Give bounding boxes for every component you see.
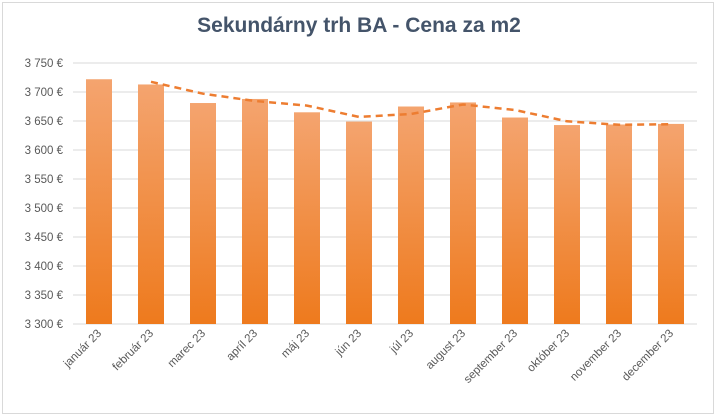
y-tick-label: 3 550 € xyxy=(25,174,64,186)
bar xyxy=(138,84,164,325)
y-tick-label: 3 650 € xyxy=(25,116,64,128)
y-tick-label: 3 300 € xyxy=(25,319,64,331)
y-tick-label: 3 400 € xyxy=(25,261,64,273)
y-tick-label: 3 350 € xyxy=(25,290,64,302)
trendline-group xyxy=(150,80,672,127)
gridlines xyxy=(73,62,697,325)
bar xyxy=(502,117,528,325)
bar xyxy=(294,112,320,324)
bar xyxy=(86,79,112,325)
bar xyxy=(554,125,580,324)
bar xyxy=(450,102,476,324)
x-tick-label: marec 23 xyxy=(166,328,208,370)
x-tick-label: september 23 xyxy=(462,328,520,386)
x-tick-label: november 23 xyxy=(568,328,624,384)
bar xyxy=(346,121,372,324)
chart-title: Sekundárny trh BA - Cena za m2 xyxy=(197,14,521,37)
y-tick-label: 3 500 € xyxy=(25,203,64,215)
y-tick-label: 3 700 € xyxy=(25,87,64,99)
y-tick-label: 3 750 € xyxy=(25,58,64,70)
bar xyxy=(190,103,216,325)
x-tick-label: december 23 xyxy=(620,328,676,384)
bar xyxy=(398,106,424,324)
x-tick-label: apríl 23 xyxy=(225,328,261,364)
x-tick-label: máj 23 xyxy=(279,328,312,361)
x-tick-label: august 23 xyxy=(424,328,468,372)
bar xyxy=(242,98,268,325)
x-tick-label: október 23 xyxy=(525,328,572,375)
x-axis-ticks: január 23 február 23 marec 23 apríl 23 máj 2… xyxy=(61,328,676,386)
y-axis-ticks: 3 300 € 3 350 € 3 400 € 3 450 € 3 500 € 3 550… xyxy=(25,58,64,331)
bars xyxy=(86,79,684,325)
y-tick-label: 3 600 € xyxy=(25,145,64,157)
x-tick-label: jún 23 xyxy=(333,328,364,359)
y-tick-label: 3 450 € xyxy=(25,232,64,244)
trendline xyxy=(150,80,672,127)
bar xyxy=(658,123,684,325)
x-tick-label: január 23 xyxy=(61,328,104,371)
x-tick-label: február 23 xyxy=(111,328,157,374)
bar xyxy=(606,124,632,324)
x-tick-label: júl 23 xyxy=(387,328,416,357)
